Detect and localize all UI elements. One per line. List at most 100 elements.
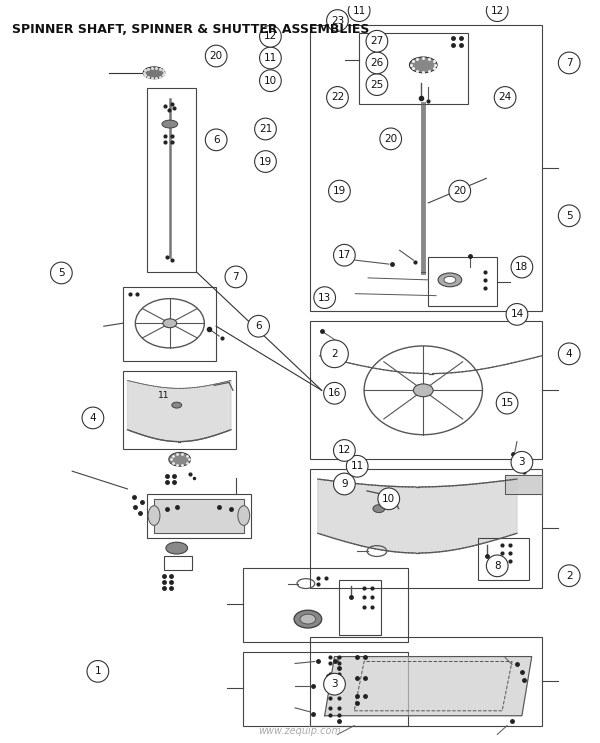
Circle shape	[449, 181, 470, 202]
Circle shape	[366, 74, 388, 95]
Text: 5: 5	[58, 268, 65, 278]
Ellipse shape	[444, 276, 456, 283]
Text: 19: 19	[259, 157, 272, 166]
Ellipse shape	[169, 452, 191, 467]
Circle shape	[323, 673, 346, 695]
Circle shape	[366, 52, 388, 74]
Circle shape	[346, 455, 368, 477]
Circle shape	[559, 565, 580, 586]
Text: 12: 12	[264, 31, 277, 42]
Circle shape	[87, 661, 109, 682]
Circle shape	[559, 343, 580, 365]
Text: 5: 5	[566, 211, 572, 221]
Circle shape	[334, 473, 355, 495]
Ellipse shape	[409, 57, 437, 73]
Bar	[310, 321, 542, 459]
Ellipse shape	[162, 120, 178, 128]
Text: 3: 3	[331, 679, 338, 690]
Polygon shape	[127, 380, 231, 441]
Circle shape	[205, 129, 227, 151]
Text: 18: 18	[515, 262, 529, 272]
Ellipse shape	[166, 542, 188, 554]
Text: 7: 7	[233, 272, 239, 282]
Circle shape	[349, 0, 370, 22]
Text: 15: 15	[500, 398, 514, 408]
Circle shape	[511, 256, 533, 278]
Text: 6: 6	[213, 134, 220, 145]
Bar	[359, 33, 467, 104]
Circle shape	[487, 0, 508, 22]
Text: 4: 4	[566, 348, 572, 359]
Text: 8: 8	[494, 561, 500, 571]
Circle shape	[326, 87, 349, 108]
Ellipse shape	[148, 506, 160, 525]
Circle shape	[314, 287, 335, 308]
Text: 4: 4	[89, 413, 96, 423]
Text: 13: 13	[318, 293, 331, 302]
Circle shape	[321, 340, 349, 368]
Text: 24: 24	[499, 92, 512, 103]
Ellipse shape	[143, 67, 165, 79]
Bar	[310, 637, 542, 726]
Circle shape	[326, 10, 349, 31]
Circle shape	[50, 262, 72, 284]
Text: 20: 20	[453, 186, 466, 196]
Circle shape	[511, 452, 533, 473]
Polygon shape	[325, 657, 532, 716]
Text: 2: 2	[566, 571, 572, 581]
Text: 20: 20	[384, 134, 397, 144]
Bar	[478, 538, 529, 580]
Ellipse shape	[163, 319, 177, 328]
Text: 19: 19	[333, 186, 346, 196]
Text: 11: 11	[350, 461, 364, 471]
Text: 6: 6	[255, 321, 262, 331]
Text: 12: 12	[491, 6, 504, 16]
Circle shape	[260, 70, 281, 91]
Ellipse shape	[413, 384, 433, 397]
Circle shape	[254, 151, 277, 172]
Circle shape	[380, 128, 401, 149]
Bar	[147, 494, 251, 538]
Text: 14: 14	[511, 309, 524, 319]
Text: 11: 11	[264, 53, 277, 63]
Bar	[147, 88, 196, 272]
Text: 23: 23	[331, 16, 344, 25]
Text: www.zequip.com: www.zequip.com	[259, 725, 341, 736]
Ellipse shape	[294, 610, 322, 628]
Ellipse shape	[438, 273, 462, 287]
Circle shape	[329, 181, 350, 202]
Text: 17: 17	[338, 250, 351, 260]
Circle shape	[260, 25, 281, 47]
Text: 20: 20	[209, 51, 223, 61]
Text: SPINNER SHAFT, SPINNER & SHUTTER ASSEMBLIES: SPINNER SHAFT, SPINNER & SHUTTER ASSEMBL…	[12, 24, 370, 36]
Text: 16: 16	[328, 389, 341, 398]
Bar	[122, 371, 236, 450]
Circle shape	[205, 45, 227, 67]
Text: 22: 22	[331, 92, 344, 103]
Circle shape	[496, 392, 518, 414]
Bar	[243, 568, 409, 642]
Text: 2: 2	[331, 348, 338, 359]
Circle shape	[378, 488, 400, 510]
Text: 3: 3	[518, 457, 525, 467]
Ellipse shape	[172, 402, 182, 408]
Circle shape	[225, 266, 247, 288]
Circle shape	[334, 440, 355, 461]
Circle shape	[334, 244, 355, 266]
Polygon shape	[505, 475, 542, 494]
Circle shape	[366, 30, 388, 52]
Circle shape	[323, 383, 346, 404]
Circle shape	[248, 315, 269, 337]
Polygon shape	[154, 499, 244, 533]
Bar	[243, 652, 409, 726]
Circle shape	[506, 304, 528, 325]
Ellipse shape	[373, 504, 385, 513]
Text: 10: 10	[382, 494, 395, 504]
Circle shape	[494, 87, 516, 108]
Text: 26: 26	[370, 58, 383, 68]
Text: 12: 12	[338, 446, 351, 455]
Text: 10: 10	[264, 76, 277, 85]
Circle shape	[559, 52, 580, 74]
Bar	[310, 25, 542, 311]
Circle shape	[82, 407, 104, 429]
